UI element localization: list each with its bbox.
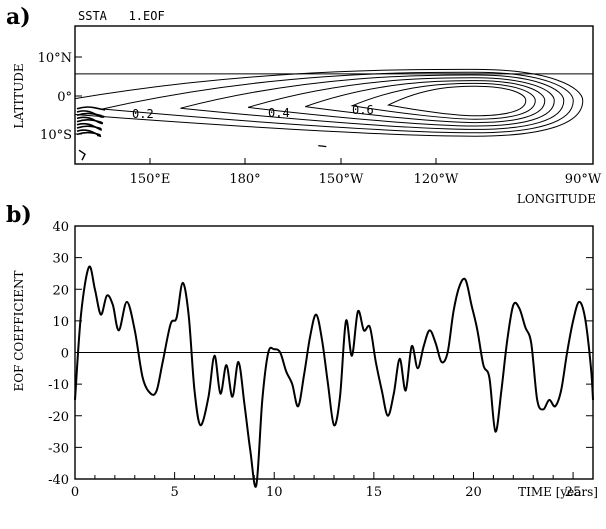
coastline-stroke bbox=[76, 106, 106, 111]
contour-label-0-4: 0.4 bbox=[268, 106, 290, 120]
contour-level-line bbox=[180, 74, 565, 130]
plot-y-axis-label: EOF COEFFICIENT bbox=[12, 270, 26, 391]
panel-a-label: a) bbox=[6, 4, 31, 30]
y-tick-label: 40 bbox=[52, 220, 69, 235]
eof-coefficient-line bbox=[74, 265, 594, 488]
panel-b-label: b) bbox=[6, 202, 32, 228]
map-frame bbox=[74, 25, 594, 165]
map-y-axis-label: LATITUDE bbox=[12, 63, 26, 128]
contour-lines bbox=[75, 68, 584, 137]
x-tick-label: 25 bbox=[565, 485, 582, 500]
plot-x-axis-label: TIME [years] bbox=[518, 485, 598, 499]
y-tick-label: 10 bbox=[52, 315, 69, 330]
x-tick-label: 15 bbox=[366, 485, 383, 500]
x-tick-label: 20 bbox=[465, 485, 482, 500]
y-tick-label: -20 bbox=[48, 410, 69, 425]
y-tick-label: -40 bbox=[48, 473, 69, 488]
y-tick-label: 20 bbox=[52, 283, 69, 298]
contour-label-0-2: 0.2 bbox=[132, 107, 154, 121]
x-tick-label: 0 bbox=[71, 485, 79, 500]
contour-level-line bbox=[102, 71, 574, 134]
coefficient-series bbox=[74, 265, 594, 488]
lat-tick-0: 0° bbox=[57, 90, 72, 105]
lon-tick-120w: 120°W bbox=[414, 172, 459, 187]
coastline-stroke bbox=[76, 119, 103, 124]
contour-label-0-6: 0.6 bbox=[352, 103, 374, 117]
y-tick-label: 30 bbox=[52, 252, 69, 267]
lat-tick-10s: 10°S bbox=[40, 128, 72, 143]
y-tick-label: -10 bbox=[48, 378, 69, 393]
contour-level-line bbox=[75, 68, 584, 137]
contour-level-line bbox=[386, 85, 527, 117]
y-tick-label: -30 bbox=[48, 441, 69, 456]
coastline-marks bbox=[75, 73, 593, 161]
lon-tick-90w: 90°W bbox=[565, 172, 602, 187]
lat-tick-10n: 10°N bbox=[38, 51, 72, 66]
contour-level-line bbox=[350, 82, 536, 120]
plot-ticks bbox=[74, 225, 593, 480]
y-tick-label: 0 bbox=[61, 347, 69, 362]
lon-tick-150w: 150°W bbox=[319, 172, 364, 187]
x-tick-label: 5 bbox=[170, 485, 178, 500]
coastline-stroke bbox=[76, 131, 101, 137]
map-ticks bbox=[75, 56, 594, 164]
island-mark bbox=[318, 145, 327, 148]
panel-a-title: SSTA 1.EOF bbox=[78, 9, 165, 23]
lon-tick-180: 180° bbox=[229, 172, 260, 187]
map-x-axis-label: LONGITUDE bbox=[517, 192, 596, 206]
coastline-stroke bbox=[76, 125, 102, 130]
coastline-stroke bbox=[78, 149, 86, 161]
lon-tick-150e: 150°E bbox=[130, 172, 171, 187]
contour-level-line bbox=[247, 77, 555, 127]
x-tick-label: 10 bbox=[266, 485, 283, 500]
contour-level-line bbox=[305, 80, 546, 124]
